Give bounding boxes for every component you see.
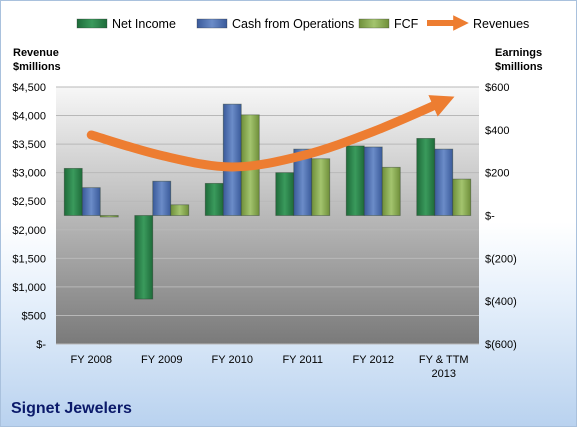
right-tick-label: $600	[485, 82, 509, 94]
bar-cash-from-operations-fy-2008	[81, 187, 101, 216]
left-tick-label: $-	[36, 339, 46, 351]
left-axis-title: Revenue $millions	[13, 47, 61, 73]
legend-swatch-fcf	[358, 18, 390, 29]
bar-fcf-fy-2012	[381, 166, 401, 216]
x-tick-label-fy-2008: FY 2008	[71, 354, 112, 366]
bar-cash-from-operations-fy-2010	[222, 103, 242, 216]
plot-area	[56, 87, 479, 344]
left-tick-label: $3,500	[12, 139, 46, 151]
bar-fcf-fy-2008	[99, 215, 119, 218]
bar-fcf-fy-2011	[311, 158, 331, 216]
right-tick-label: $(200)	[485, 253, 517, 265]
bar-net-income-fy-2011	[275, 172, 295, 216]
right-axis-title-line: $millions	[495, 61, 543, 73]
legend-swatch-cash-from-operations	[196, 18, 228, 29]
bar-cash-from-operations-fy-2009	[152, 180, 172, 216]
left-tick-label: $2,000	[12, 225, 46, 237]
left-tick-label: $3,000	[12, 168, 46, 180]
right-tick-label: $200	[485, 168, 509, 180]
x-tick-label-fy-2009: FY 2009	[141, 354, 182, 366]
right-tick-label: $(400)	[485, 296, 517, 308]
left-axis-title-line: Revenue	[13, 47, 59, 59]
left-tick-label: $1,500	[12, 253, 46, 265]
x-tick-label-fy-2011: FY 2011	[282, 354, 323, 366]
bar-net-income-fy-2008	[63, 167, 83, 216]
bar-cash-from-operations-fy-ttm-2013	[434, 148, 454, 216]
bar-net-income-fy-ttm-2013	[416, 137, 436, 216]
bars-layer	[63, 103, 472, 300]
legend-swatch-net-income	[76, 18, 108, 29]
company-name: Signet Jewelers	[11, 400, 132, 417]
x-tick-label-fy-ttm-2013: FY & TTM 2013	[419, 354, 469, 380]
right-tick-label: $400	[485, 125, 509, 137]
x-tick-label-fy-2010: FY 2010	[212, 354, 253, 366]
legend-label-revenues: Revenues	[473, 17, 529, 31]
right-axis-title: Earnings $millions	[495, 47, 543, 73]
bar-cash-from-operations-fy-2012	[363, 146, 383, 216]
x-tick-label-line: 2013	[432, 368, 456, 380]
right-axis-ticks: $(600) $(400) $(200) $- $200 $400 $600	[485, 82, 517, 351]
bar-net-income-fy-2010	[204, 182, 224, 216]
x-axis-ticks: FY 2008 FY 2009 FY 2010 FY 2011 FY 2012 FY & …	[71, 354, 469, 380]
chart-legend: Net Income Cash from Operations FCF Revenue…	[76, 15, 529, 31]
axis-titles: Revenue $millions Earnings $millions	[13, 47, 543, 73]
bar-fcf-fy-2009	[170, 204, 190, 216]
left-axis-title-line: $millions	[13, 61, 61, 73]
left-tick-label: $4,500	[12, 82, 46, 94]
left-tick-label: $4,000	[12, 111, 46, 123]
right-axis-title-line: Earnings	[495, 47, 542, 59]
revenue-line-layer	[86, 95, 455, 172]
bar-fcf-fy-ttm-2013	[452, 178, 472, 216]
right-tick-label: $-	[485, 211, 495, 223]
bar-net-income-fy-2012	[345, 145, 365, 216]
legend-label-cash-from-operations: Cash from Operations	[232, 17, 354, 31]
revenue-line	[86, 95, 455, 172]
left-tick-label: $1,000	[12, 282, 46, 294]
left-tick-label: $2,500	[12, 196, 46, 208]
legend-label-net-income: Net Income	[112, 17, 176, 31]
x-tick-label-line: FY & TTM	[419, 354, 469, 366]
x-tick-label-fy-2012: FY 2012	[353, 354, 394, 366]
left-tick-label: $500	[22, 310, 46, 322]
legend-label-fcf: FCF	[394, 17, 419, 31]
bar-net-income-fy-2009	[134, 215, 154, 300]
left-axis-ticks: $- $500 $1,000 $1,500 $2,000 $2,500 $3,000 $3,5…	[12, 82, 46, 351]
right-tick-label: $(600)	[485, 339, 517, 351]
